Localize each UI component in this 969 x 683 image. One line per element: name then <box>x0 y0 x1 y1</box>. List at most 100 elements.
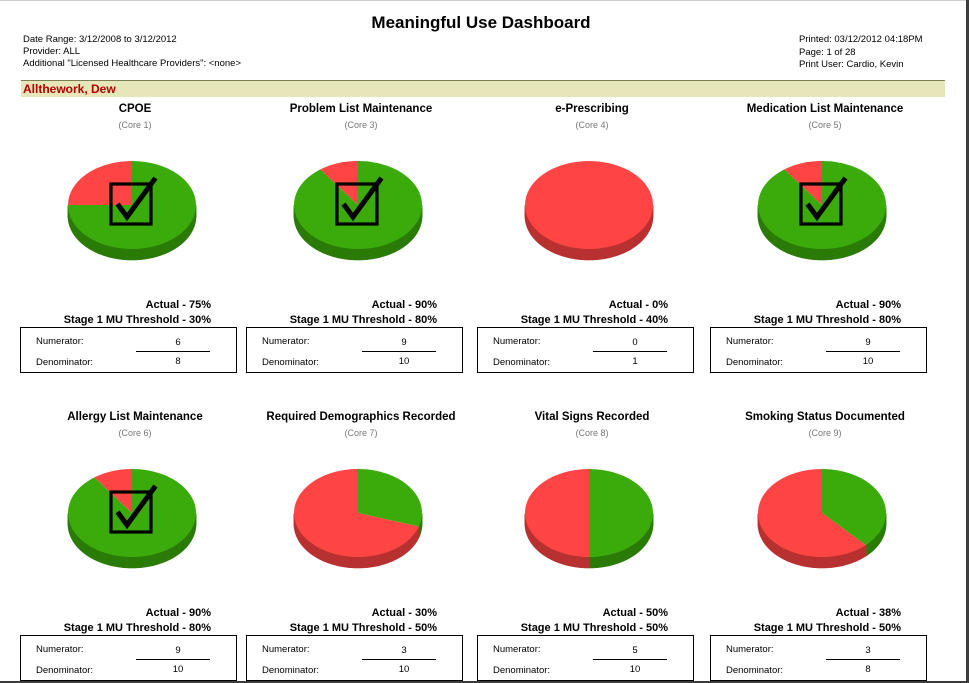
additional-filter: Additional "Licensed Healthcare Provider… <box>23 58 241 69</box>
threshold-label: Stage 1 MU Threshold - 50% <box>753 622 901 634</box>
numerator-label: Numerator: <box>726 336 774 347</box>
report-filters: Date Range: 3/12/2008 to 3/12/2012 Provi… <box>23 34 241 70</box>
measure-title: Smoking Status Documented <box>745 411 905 423</box>
pie-chart <box>752 461 892 576</box>
checkmark-icon <box>335 176 384 226</box>
pie-slice-met <box>358 469 422 527</box>
numerator-label: Numerator: <box>726 644 774 655</box>
pie-chart <box>62 461 202 576</box>
measure-title: e-Prescribing <box>555 103 629 115</box>
denominator-value: 10 <box>172 664 184 675</box>
measure-title: CPOE <box>118 103 152 115</box>
pie-slice-not-met <box>758 469 866 557</box>
threshold-label: Stage 1 MU Threshold - 40% <box>520 314 668 326</box>
numerator-label: Numerator: <box>36 336 84 347</box>
print-info: Printed: 03/12/2012 04:18PM Page: 1 of 2… <box>799 34 923 72</box>
pie-slice-not-met <box>68 161 132 205</box>
numerator-label: Numerator: <box>262 644 310 655</box>
pie-slice-met <box>822 469 886 546</box>
measure-title: Medication List Maintenance <box>746 103 904 115</box>
pie-chart <box>288 461 428 576</box>
numerator-denominator-box: Numerator: 5 Denominator: 10 <box>477 635 694 681</box>
denominator-value: 8 <box>175 356 181 367</box>
page-shadow-bottom <box>0 681 969 683</box>
measure-title: Required Demographics Recorded <box>266 411 456 423</box>
actual-percent: Actual - 90% <box>371 299 437 311</box>
actual-percent: Actual - 90% <box>145 607 211 619</box>
core-label: (Core 3) <box>344 120 378 130</box>
numerator-value: 9 <box>175 645 181 656</box>
numerator-denominator-box: Numerator: 3 Denominator: 10 <box>246 635 463 681</box>
core-label: (Core 6) <box>118 428 152 438</box>
fraction-line <box>593 351 667 352</box>
fraction-line <box>362 659 436 660</box>
denominator-label: Denominator: <box>36 357 94 368</box>
checkmark-icon <box>109 176 158 226</box>
numerator-label: Numerator: <box>262 336 310 347</box>
fraction-line <box>826 659 900 660</box>
denominator-label: Denominator: <box>262 357 320 368</box>
numerator-value: 5 <box>632 645 638 656</box>
core-label: (Core 7) <box>344 428 378 438</box>
actual-percent: Actual - 30% <box>371 607 437 619</box>
core-label: (Core 4) <box>575 120 609 130</box>
numerator-denominator-box: Numerator: 9 Denominator: 10 <box>246 327 463 373</box>
core-label: (Core 5) <box>808 120 842 130</box>
measure-title: Vital Signs Recorded <box>534 411 650 423</box>
measure-title: Allergy List Maintenance <box>67 411 203 423</box>
pie-slice-met <box>67 469 196 557</box>
denominator-value: 10 <box>398 356 410 367</box>
actual-percent: Actual - 0% <box>608 299 668 311</box>
printed-date: Printed: 03/12/2012 04:18PM <box>799 34 923 45</box>
denominator-label: Denominator: <box>493 665 551 676</box>
numerator-value: 3 <box>865 645 871 656</box>
pie-slice-not-met <box>525 161 653 249</box>
threshold-label: Stage 1 MU Threshold - 50% <box>289 622 437 634</box>
page-number: Page: 1 of 28 <box>799 46 856 58</box>
numerator-label: Numerator: <box>493 644 541 655</box>
core-label: (Core 9) <box>808 428 842 438</box>
pie-chart <box>519 153 659 268</box>
core-label: (Core 1) <box>118 120 152 130</box>
measure-title: Problem List Maintenance <box>289 103 433 115</box>
page-shadow-right <box>966 0 969 683</box>
threshold-label: Stage 1 MU Threshold - 80% <box>289 314 437 326</box>
denominator-label: Denominator: <box>726 357 784 368</box>
fraction-line <box>136 659 210 660</box>
core-label: (Core 8) <box>575 428 609 438</box>
pie-chart <box>752 153 892 268</box>
threshold-label: Stage 1 MU Threshold - 50% <box>520 622 668 634</box>
provider-name: Allthework, Dew <box>23 82 116 96</box>
denominator-label: Denominator: <box>726 665 784 676</box>
numerator-denominator-box: Numerator: 0 Denominator: 1 <box>477 327 694 373</box>
numerator-value: 6 <box>175 337 181 348</box>
denominator-value: 10 <box>629 664 641 675</box>
numerator-denominator-box: Numerator: 6 Denominator: 8 <box>20 327 237 373</box>
threshold-label: Stage 1 MU Threshold - 80% <box>753 314 901 326</box>
threshold-label: Stage 1 MU Threshold - 30% <box>63 314 211 326</box>
actual-percent: Actual - 50% <box>602 607 668 619</box>
fraction-line <box>362 351 436 352</box>
denominator-label: Denominator: <box>36 665 94 676</box>
numerator-denominator-box: Numerator: 9 Denominator: 10 <box>20 635 237 681</box>
print-user: Print User: Cardio, Kevin <box>799 59 904 70</box>
numerator-value: 0 <box>632 337 638 348</box>
checkmark-icon <box>109 484 158 534</box>
actual-percent: Actual - 90% <box>835 299 901 311</box>
actual-percent: Actual - 75% <box>145 299 211 311</box>
numerator-value: 9 <box>865 337 871 348</box>
date-range: Date Range: 3/12/2008 to 3/12/2012 <box>23 34 177 45</box>
numerator-denominator-box: Numerator: 3 Denominator: 8 <box>710 635 927 681</box>
provider-header: Allthework, Dew <box>21 80 945 97</box>
provider-filter: Provider: ALL <box>23 46 81 57</box>
numerator-label: Numerator: <box>493 336 541 347</box>
denominator-label: Denominator: <box>493 357 551 368</box>
denominator-value: 10 <box>398 664 410 675</box>
pie-slice-not-met <box>525 469 589 557</box>
checkmark-icon <box>799 176 848 226</box>
pie-chart <box>288 153 428 268</box>
pie-slice-met <box>589 469 653 557</box>
numerator-value: 9 <box>401 337 407 348</box>
numerator-denominator-box: Numerator: 9 Denominator: 10 <box>710 327 927 373</box>
report-title: Meaningful Use Dashboard <box>371 13 591 32</box>
